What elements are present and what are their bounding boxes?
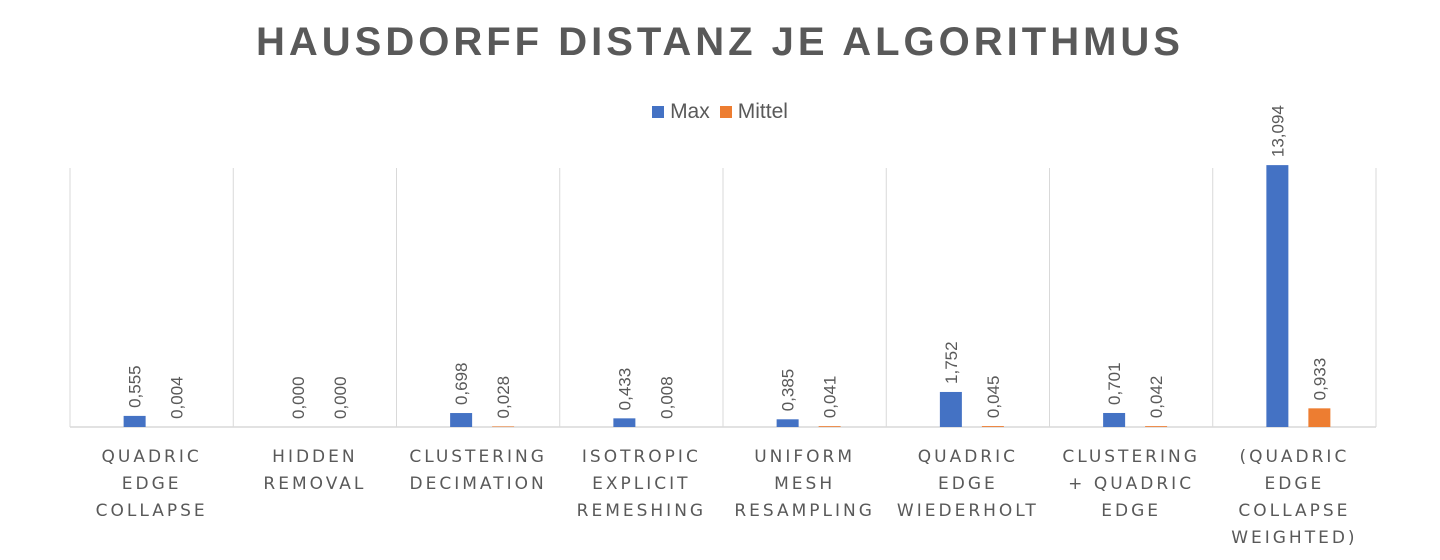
category-label: DECIMATION — [410, 474, 547, 494]
legend-label-mittel: Mittel — [737, 100, 788, 123]
category-label: (QUADRIC — [1239, 447, 1349, 467]
category-label: EDGE — [1265, 474, 1325, 494]
category-label: EDGE — [1101, 501, 1161, 521]
bar-max — [1266, 165, 1289, 427]
category-label: UNIFORM — [754, 447, 855, 467]
data-label-max: 13,094 — [1268, 105, 1287, 157]
category-label: + QUADRIC — [1068, 474, 1194, 494]
bar-mittel — [1145, 426, 1168, 427]
legend-swatch-max — [652, 106, 665, 118]
data-label-max: 0,701 — [1105, 362, 1124, 405]
data-label-max: 0,698 — [452, 362, 471, 405]
data-label-mittel: 0,004 — [168, 376, 187, 419]
bar-mittel — [818, 426, 841, 427]
data-label-mittel: 0,041 — [821, 376, 840, 419]
category-label: COLLAPSE — [96, 501, 208, 521]
data-label-max: 1,752 — [942, 341, 961, 384]
category-label: RESAMPLING — [734, 501, 875, 521]
category-label: REMESHING — [577, 501, 706, 521]
category-label: ISOTROPIC — [582, 447, 701, 467]
bar-mittel — [1308, 408, 1331, 427]
data-label-max: 0,555 — [126, 365, 145, 408]
category-label: EXPLICIT — [592, 474, 690, 494]
category-label: QUADRIC — [102, 447, 202, 467]
bar-max — [123, 415, 146, 427]
data-label-mittel: 0,933 — [1310, 358, 1329, 401]
legend-item-max: Max — [652, 100, 710, 124]
category-label: QUADRIC — [918, 447, 1018, 467]
category-label: HIDDEN — [272, 447, 357, 467]
legend-swatch-mittel — [719, 106, 732, 118]
data-label-max: 0,433 — [615, 368, 634, 411]
category-label: COLLAPSE — [1238, 501, 1350, 521]
category-label: CLUSTERING — [409, 447, 547, 467]
bar-max — [939, 391, 962, 427]
data-label-max: 0,000 — [289, 376, 308, 419]
chart-title: HAUSDORFF DISTANZ JE ALGORITHMUS — [256, 20, 1184, 64]
bar-mittel — [492, 426, 515, 427]
legend-item-mittel: Mittel — [719, 100, 788, 124]
category-label: REMOVAL — [263, 474, 366, 494]
category-label: WEIGHTED) — [1231, 528, 1357, 548]
bar-max — [613, 418, 636, 427]
category-label: MESH — [774, 474, 835, 494]
bar-max — [1103, 412, 1126, 427]
data-label-mittel: 0,000 — [331, 376, 350, 419]
category-label: CLUSTERING — [1062, 447, 1200, 467]
category-label: EDGE — [938, 474, 998, 494]
legend-label-max: Max — [670, 100, 710, 123]
category-label: WIEDERHOLT — [897, 501, 1039, 521]
legend: Max Mittel — [0, 100, 1440, 124]
data-label-mittel: 0,028 — [494, 376, 513, 419]
data-label-max: 0,385 — [779, 369, 798, 412]
bar-mittel — [981, 426, 1004, 427]
data-label-mittel: 0,042 — [1147, 376, 1166, 419]
data-label-mittel: 0,045 — [984, 376, 1003, 419]
data-label-mittel: 0,008 — [657, 376, 676, 419]
bar-max — [450, 413, 473, 427]
bar-max — [776, 419, 799, 427]
category-label: EDGE — [122, 474, 182, 494]
